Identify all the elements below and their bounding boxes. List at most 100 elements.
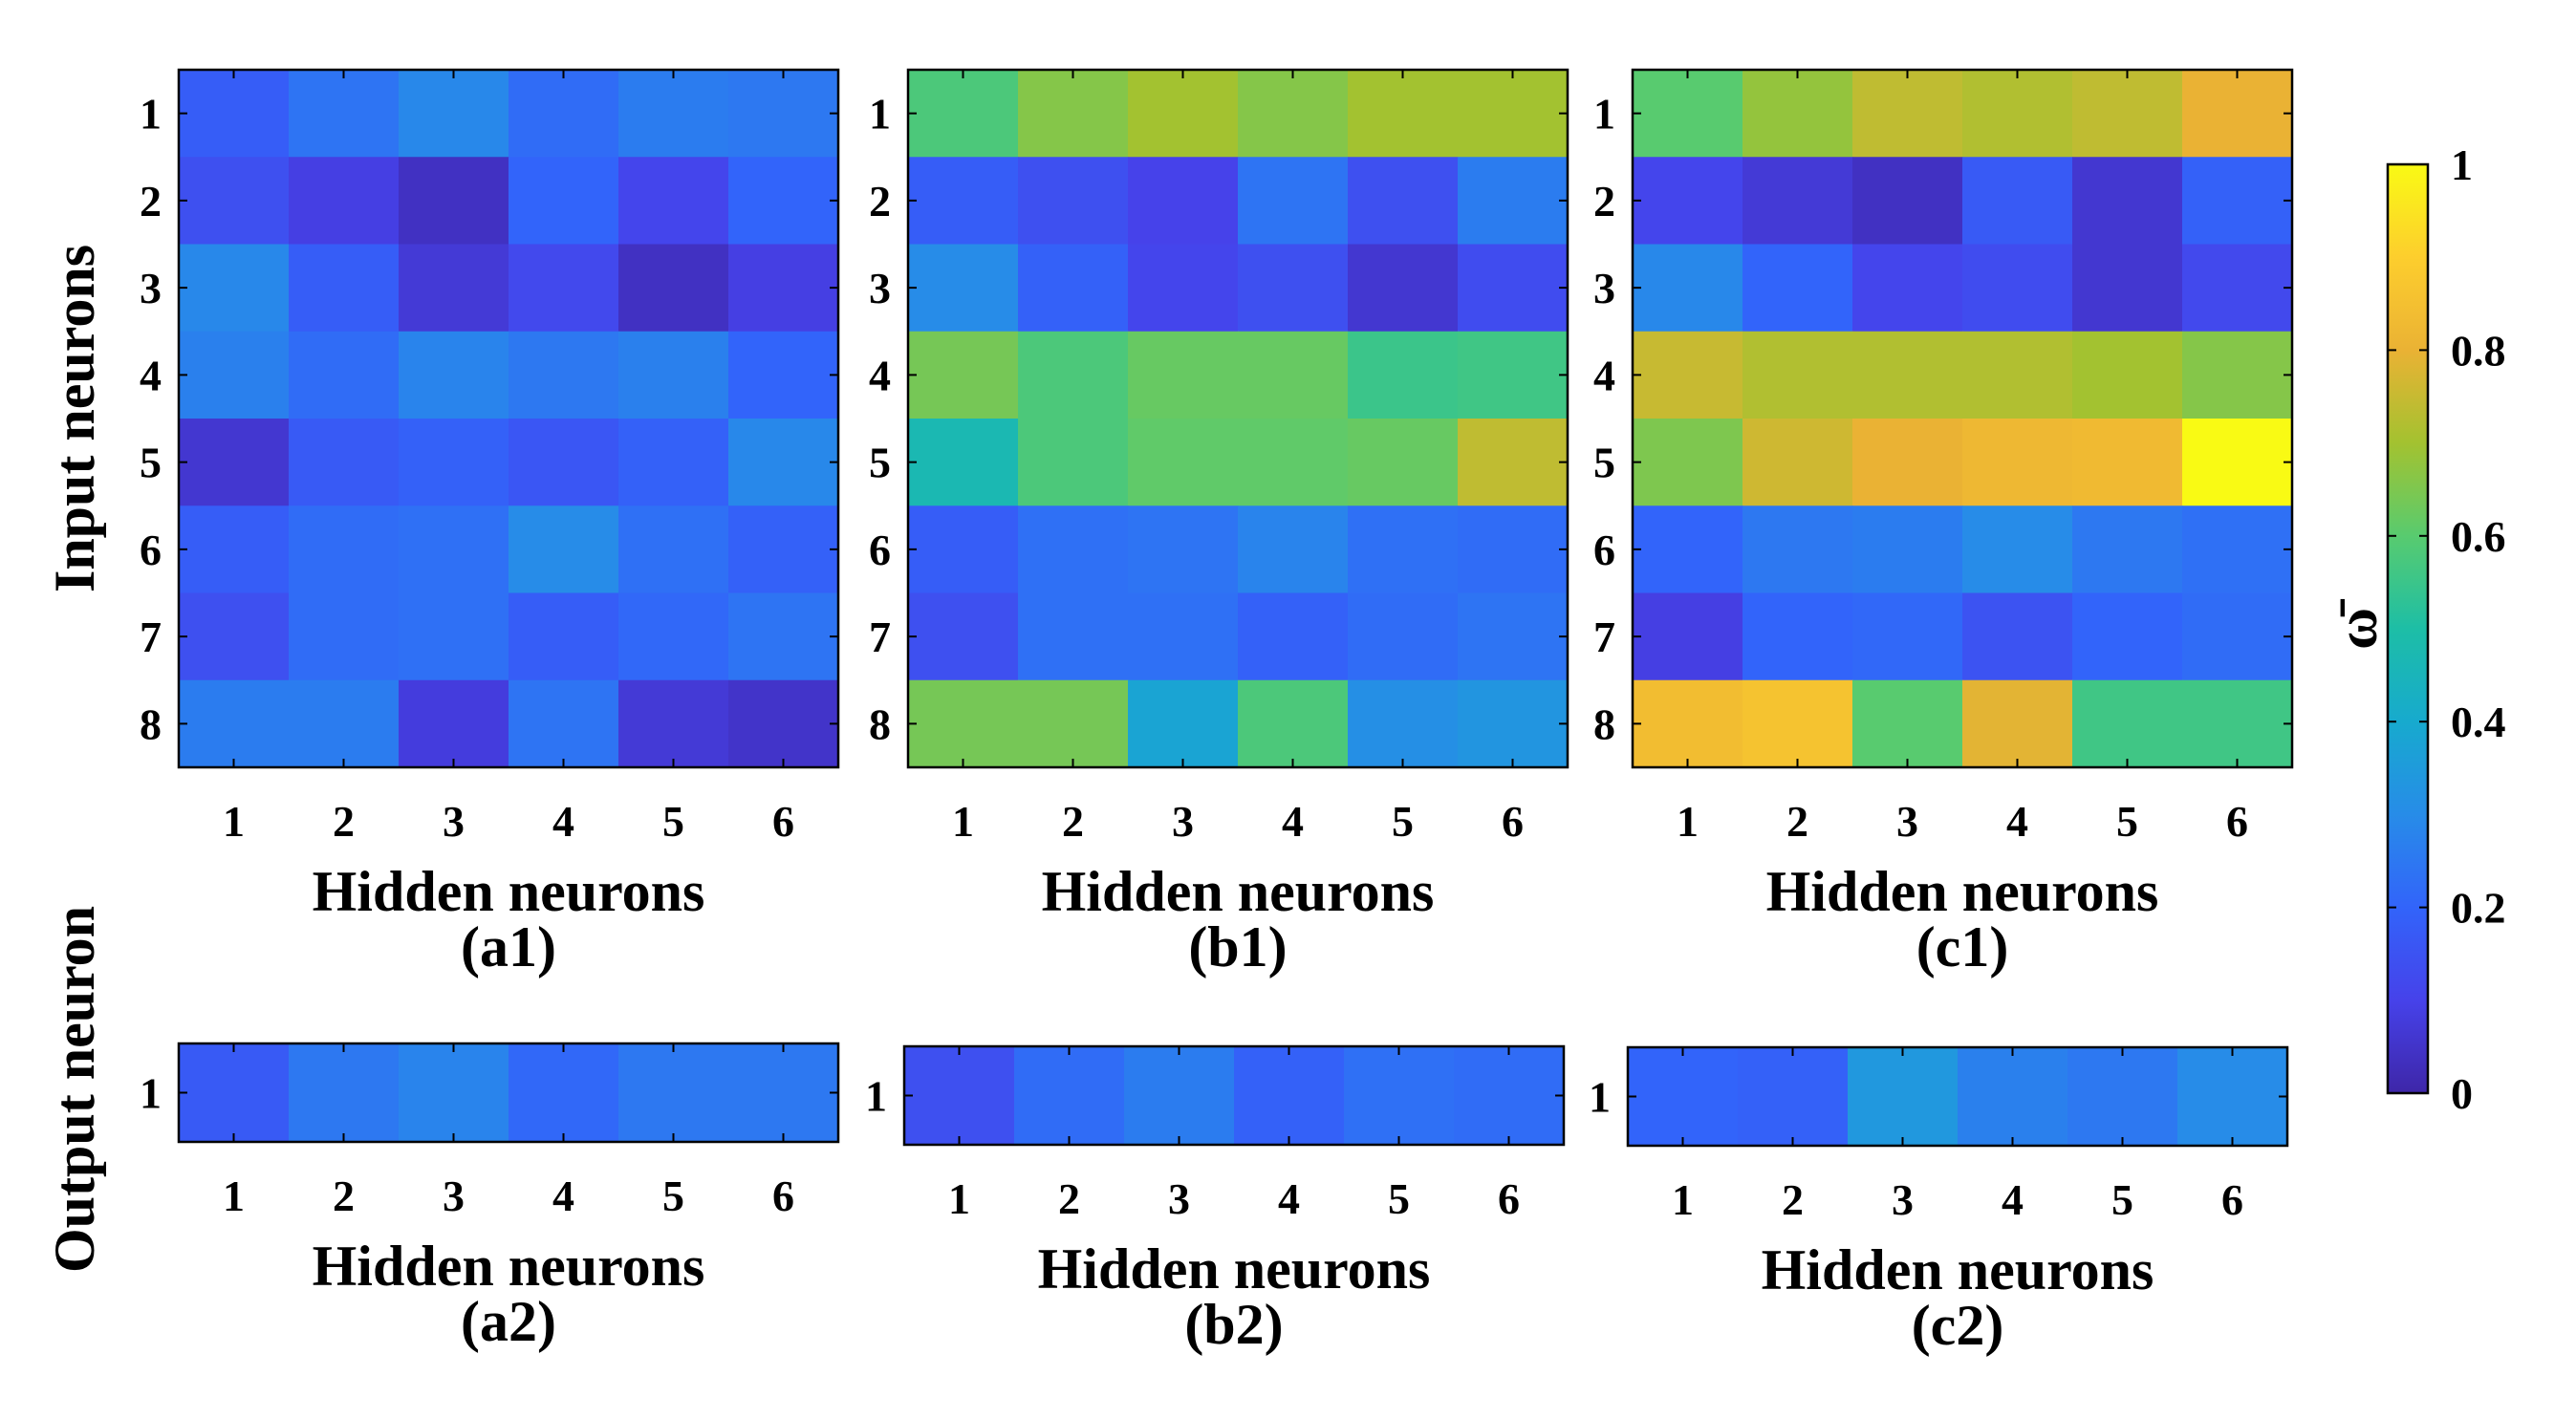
heatmap-cell-b1-r8-c5: [1348, 679, 1459, 768]
heatmap-cell-b1-r1-c6: [1458, 70, 1569, 158]
heatmap-cell-c1-r3-c2: [1743, 244, 1853, 333]
y-tick-label-a1-7: 7: [140, 613, 162, 661]
x-tick-label-c2-1: 1: [1672, 1175, 1694, 1224]
heatmap-cell-a1-r7-c1: [179, 592, 290, 681]
x-axis-label-b2: Hidden neurons: [1038, 1237, 1431, 1301]
heatmap-cell-b2-r1-c3: [1124, 1046, 1235, 1146]
heatmap-cell-b1-r4-c3: [1128, 331, 1239, 419]
x-tick-label-a1-2: 2: [333, 797, 355, 846]
heatmap-cell-b1-r8-c4: [1238, 679, 1349, 768]
y-tick-label-c1-1: 1: [1593, 90, 1615, 139]
x-tick-label-a1-4: 4: [552, 797, 574, 846]
heatmap-cell-c1-r2-c1: [1633, 157, 1743, 246]
heatmap-cell-b1-r6-c4: [1238, 505, 1349, 594]
heatmap-cell-b2-r1-c5: [1344, 1046, 1455, 1146]
heatmap-cell-c2-r1-c3: [1848, 1047, 1959, 1147]
heatmap-cell-a1-r1-c6: [728, 70, 839, 158]
y-tick-label-a1-8: 8: [140, 699, 162, 748]
x-tick-label-b1-4: 4: [1282, 797, 1304, 846]
heatmap-cell-c1-r3-c1: [1633, 244, 1743, 333]
y-tick-label-c1-7: 7: [1593, 613, 1615, 661]
heatmap-cell-c1-r3-c3: [1852, 244, 1963, 333]
panel-label-c1: (c1): [1916, 915, 2009, 978]
heatmap-cell-a1-r3-c5: [618, 244, 729, 333]
heatmap-cell-b1-r5-c2: [1018, 419, 1129, 506]
heatmap-cell-b1-r5-c6: [1458, 419, 1569, 506]
heatmap-cell-c1-r8-c1: [1633, 679, 1743, 768]
panel-label-a1: (a1): [461, 915, 556, 978]
y-tick-label-a1-1: 1: [140, 90, 162, 139]
heatmap-cell-b1-r8-c6: [1458, 679, 1569, 768]
heatmap-cell-a2-r1-c5: [618, 1043, 729, 1143]
heatmap-cell-a1-r5-c3: [399, 419, 509, 506]
heatmap-cell-b1-r3-c1: [908, 244, 1019, 333]
heatmap-cell-b1-r3-c6: [1458, 244, 1569, 333]
colorbar: [2386, 162, 2430, 1095]
y-tick-label-b1-1: 1: [869, 90, 891, 139]
heatmap-cell-c1-r8-c4: [1962, 679, 2073, 768]
heatmap-cell-c1-r8-c2: [1743, 679, 1853, 768]
heatmap-cell-c1-r7-c6: [2182, 592, 2293, 681]
x-axis-label-a1: Hidden neurons: [313, 860, 705, 923]
heatmap-cell-c1-r4-c1: [1633, 331, 1743, 419]
colorbar-tick-label-1: 1: [2451, 140, 2473, 189]
heatmap-cell-c1-r5-c4: [1962, 419, 2073, 506]
heatmap-cell-c1-r6-c4: [1962, 505, 2073, 594]
heatmap-cell-c2-r1-c5: [2067, 1047, 2178, 1147]
heatmap-cell-b1-r8-c1: [908, 679, 1019, 768]
heatmap-cell-c1-r1-c4: [1962, 70, 2073, 158]
x-tick-label-a2-5: 5: [662, 1172, 684, 1220]
heatmap-cell-b1-r5-c4: [1238, 419, 1349, 506]
heatmap-cell-c1-r3-c5: [2072, 244, 2183, 333]
x-tick-label-a2-3: 3: [443, 1172, 465, 1220]
y-tick-label-a1-5: 5: [140, 439, 162, 487]
heatmap-cell-a1-r6-c3: [399, 505, 509, 594]
x-tick-label-b1-2: 2: [1062, 797, 1084, 846]
heatmap-cell-c1-r1-c1: [1633, 70, 1743, 158]
x-tick-label-c1-2: 2: [1786, 797, 1808, 846]
heatmap-cell-c1-r5-c2: [1743, 419, 1853, 506]
heatmap-cell-c1-r1-c5: [2072, 70, 2183, 158]
heatmap-cell-a1-r2-c2: [289, 157, 400, 246]
heatmap-cell-c2-r1-c4: [1958, 1047, 2068, 1147]
heatmap-cell-a1-r4-c1: [179, 331, 290, 419]
heatmap-cell-c1-r6-c3: [1852, 505, 1963, 594]
x-tick-label-b1-6: 6: [1502, 797, 1524, 846]
heatmap-cell-c1-r4-c4: [1962, 331, 2073, 419]
x-tick-label-a2-1: 1: [223, 1172, 245, 1220]
heatmap-cell-a1-r2-c5: [618, 157, 729, 246]
y-tick-label-b1-3: 3: [869, 264, 891, 312]
heatmap-cell-a1-r3-c6: [728, 244, 839, 333]
heatmap-cell-c1-r3-c4: [1962, 244, 2073, 333]
panel-label-c2: (c2): [1912, 1294, 2004, 1357]
heatmap-cell-a1-r8-c4: [509, 679, 619, 768]
x-axis-label-b1: Hidden neurons: [1042, 860, 1435, 923]
heatmap-cell-a1-r4-c3: [399, 331, 509, 419]
heatmap-cell-a1-r2-c3: [399, 157, 509, 246]
heatmap-cell-a1-r4-c4: [509, 331, 619, 419]
x-tick-label-c2-2: 2: [1782, 1175, 1804, 1224]
heatmap-cell-b1-r6-c1: [908, 505, 1019, 594]
heatmap-cell-b1-r7-c2: [1018, 592, 1129, 681]
x-tick-label-b2-1: 1: [948, 1174, 970, 1223]
x-axis-label-a2: Hidden neurons: [313, 1235, 705, 1298]
x-tick-label-c2-5: 5: [2111, 1175, 2133, 1224]
y-tick-label-b1-4: 4: [869, 351, 891, 399]
y-tick-label-b1-6: 6: [869, 526, 891, 574]
x-tick-label-b2-3: 3: [1168, 1174, 1190, 1223]
heatmap-cell-b1-r7-c3: [1128, 592, 1239, 681]
heatmap-cell-a1-r7-c5: [618, 592, 729, 681]
y-tick-label-a1-4: 4: [140, 351, 162, 399]
heatmap-cell-b1-r7-c6: [1458, 592, 1569, 681]
heatmap-cell-b1-r2-c5: [1348, 157, 1459, 246]
heatmap-cell-b1-r4-c5: [1348, 331, 1459, 419]
heatmap-cell-c1-r5-c6: [2182, 419, 2293, 506]
heatmap-cell-c1-r4-c2: [1743, 331, 1853, 419]
heatmap-cell-c1-r5-c1: [1633, 419, 1743, 506]
x-tick-label-c2-3: 3: [1892, 1175, 1914, 1224]
x-tick-label-c1-5: 5: [2116, 797, 2138, 846]
y-tick-label-c1-6: 6: [1593, 526, 1615, 574]
heatmap-cell-a2-r1-c3: [399, 1043, 509, 1143]
heatmap-cell-b1-r2-c6: [1458, 157, 1569, 246]
heatmap-cell-a1-r3-c4: [509, 244, 619, 333]
